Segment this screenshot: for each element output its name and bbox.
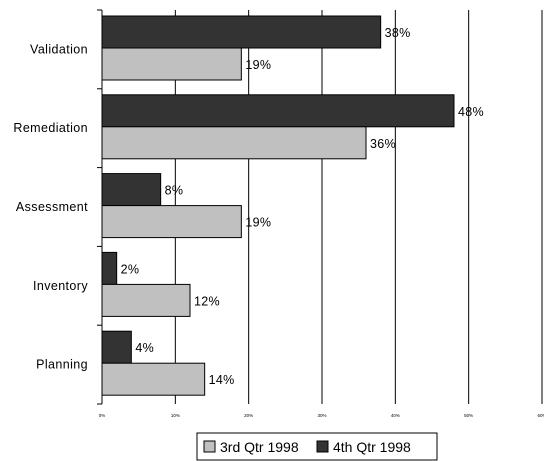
legend-label: 4th Qtr 1998 bbox=[333, 439, 411, 455]
legend-swatch bbox=[316, 440, 329, 453]
gridlines bbox=[174, 10, 543, 404]
legend-label: 3rd Qtr 1998 bbox=[220, 439, 299, 455]
data-label: 19% bbox=[245, 216, 271, 230]
bar bbox=[101, 205, 242, 239]
bar bbox=[101, 362, 206, 396]
data-label: 19% bbox=[245, 58, 271, 72]
bar bbox=[101, 173, 162, 207]
bar bbox=[101, 283, 191, 317]
bar bbox=[101, 126, 367, 160]
data-label: 12% bbox=[194, 294, 220, 308]
data-label: 14% bbox=[209, 373, 235, 387]
x-tick-label: 50% bbox=[464, 413, 473, 418]
bar bbox=[101, 15, 382, 49]
axes bbox=[97, 9, 103, 405]
bar bbox=[101, 47, 242, 81]
category-label: Assessment bbox=[16, 200, 88, 214]
data-label: 8% bbox=[165, 184, 184, 198]
x-tick-label: 20% bbox=[244, 413, 253, 418]
data-label: 36% bbox=[370, 137, 396, 151]
data-label: 48% bbox=[458, 105, 484, 119]
category-label: Validation bbox=[30, 42, 88, 56]
x-tick-label: 10% bbox=[171, 413, 180, 418]
category-label: Planning bbox=[36, 358, 88, 372]
bar bbox=[101, 94, 455, 128]
x-tick-label: 30% bbox=[317, 413, 326, 418]
legend-swatch bbox=[203, 440, 216, 453]
x-tick-label: 40% bbox=[391, 413, 400, 418]
labels: 38% 19% Validation 48% 36% Remediation 8% 19% As… bbox=[13, 26, 544, 418]
data-label: 4% bbox=[135, 341, 154, 355]
legend: 3rd Qtr 1998 4th Qtr 1998 bbox=[196, 432, 438, 461]
bars bbox=[101, 15, 455, 396]
category-label: Remediation bbox=[13, 121, 88, 135]
x-tick-label: 0% bbox=[99, 413, 106, 418]
bar bbox=[101, 330, 132, 364]
data-label: 38% bbox=[385, 26, 411, 40]
category-label: Inventory bbox=[33, 279, 88, 293]
x-tick-label: 60% bbox=[537, 413, 544, 418]
bar bbox=[101, 251, 118, 285]
data-label: 2% bbox=[121, 262, 140, 276]
